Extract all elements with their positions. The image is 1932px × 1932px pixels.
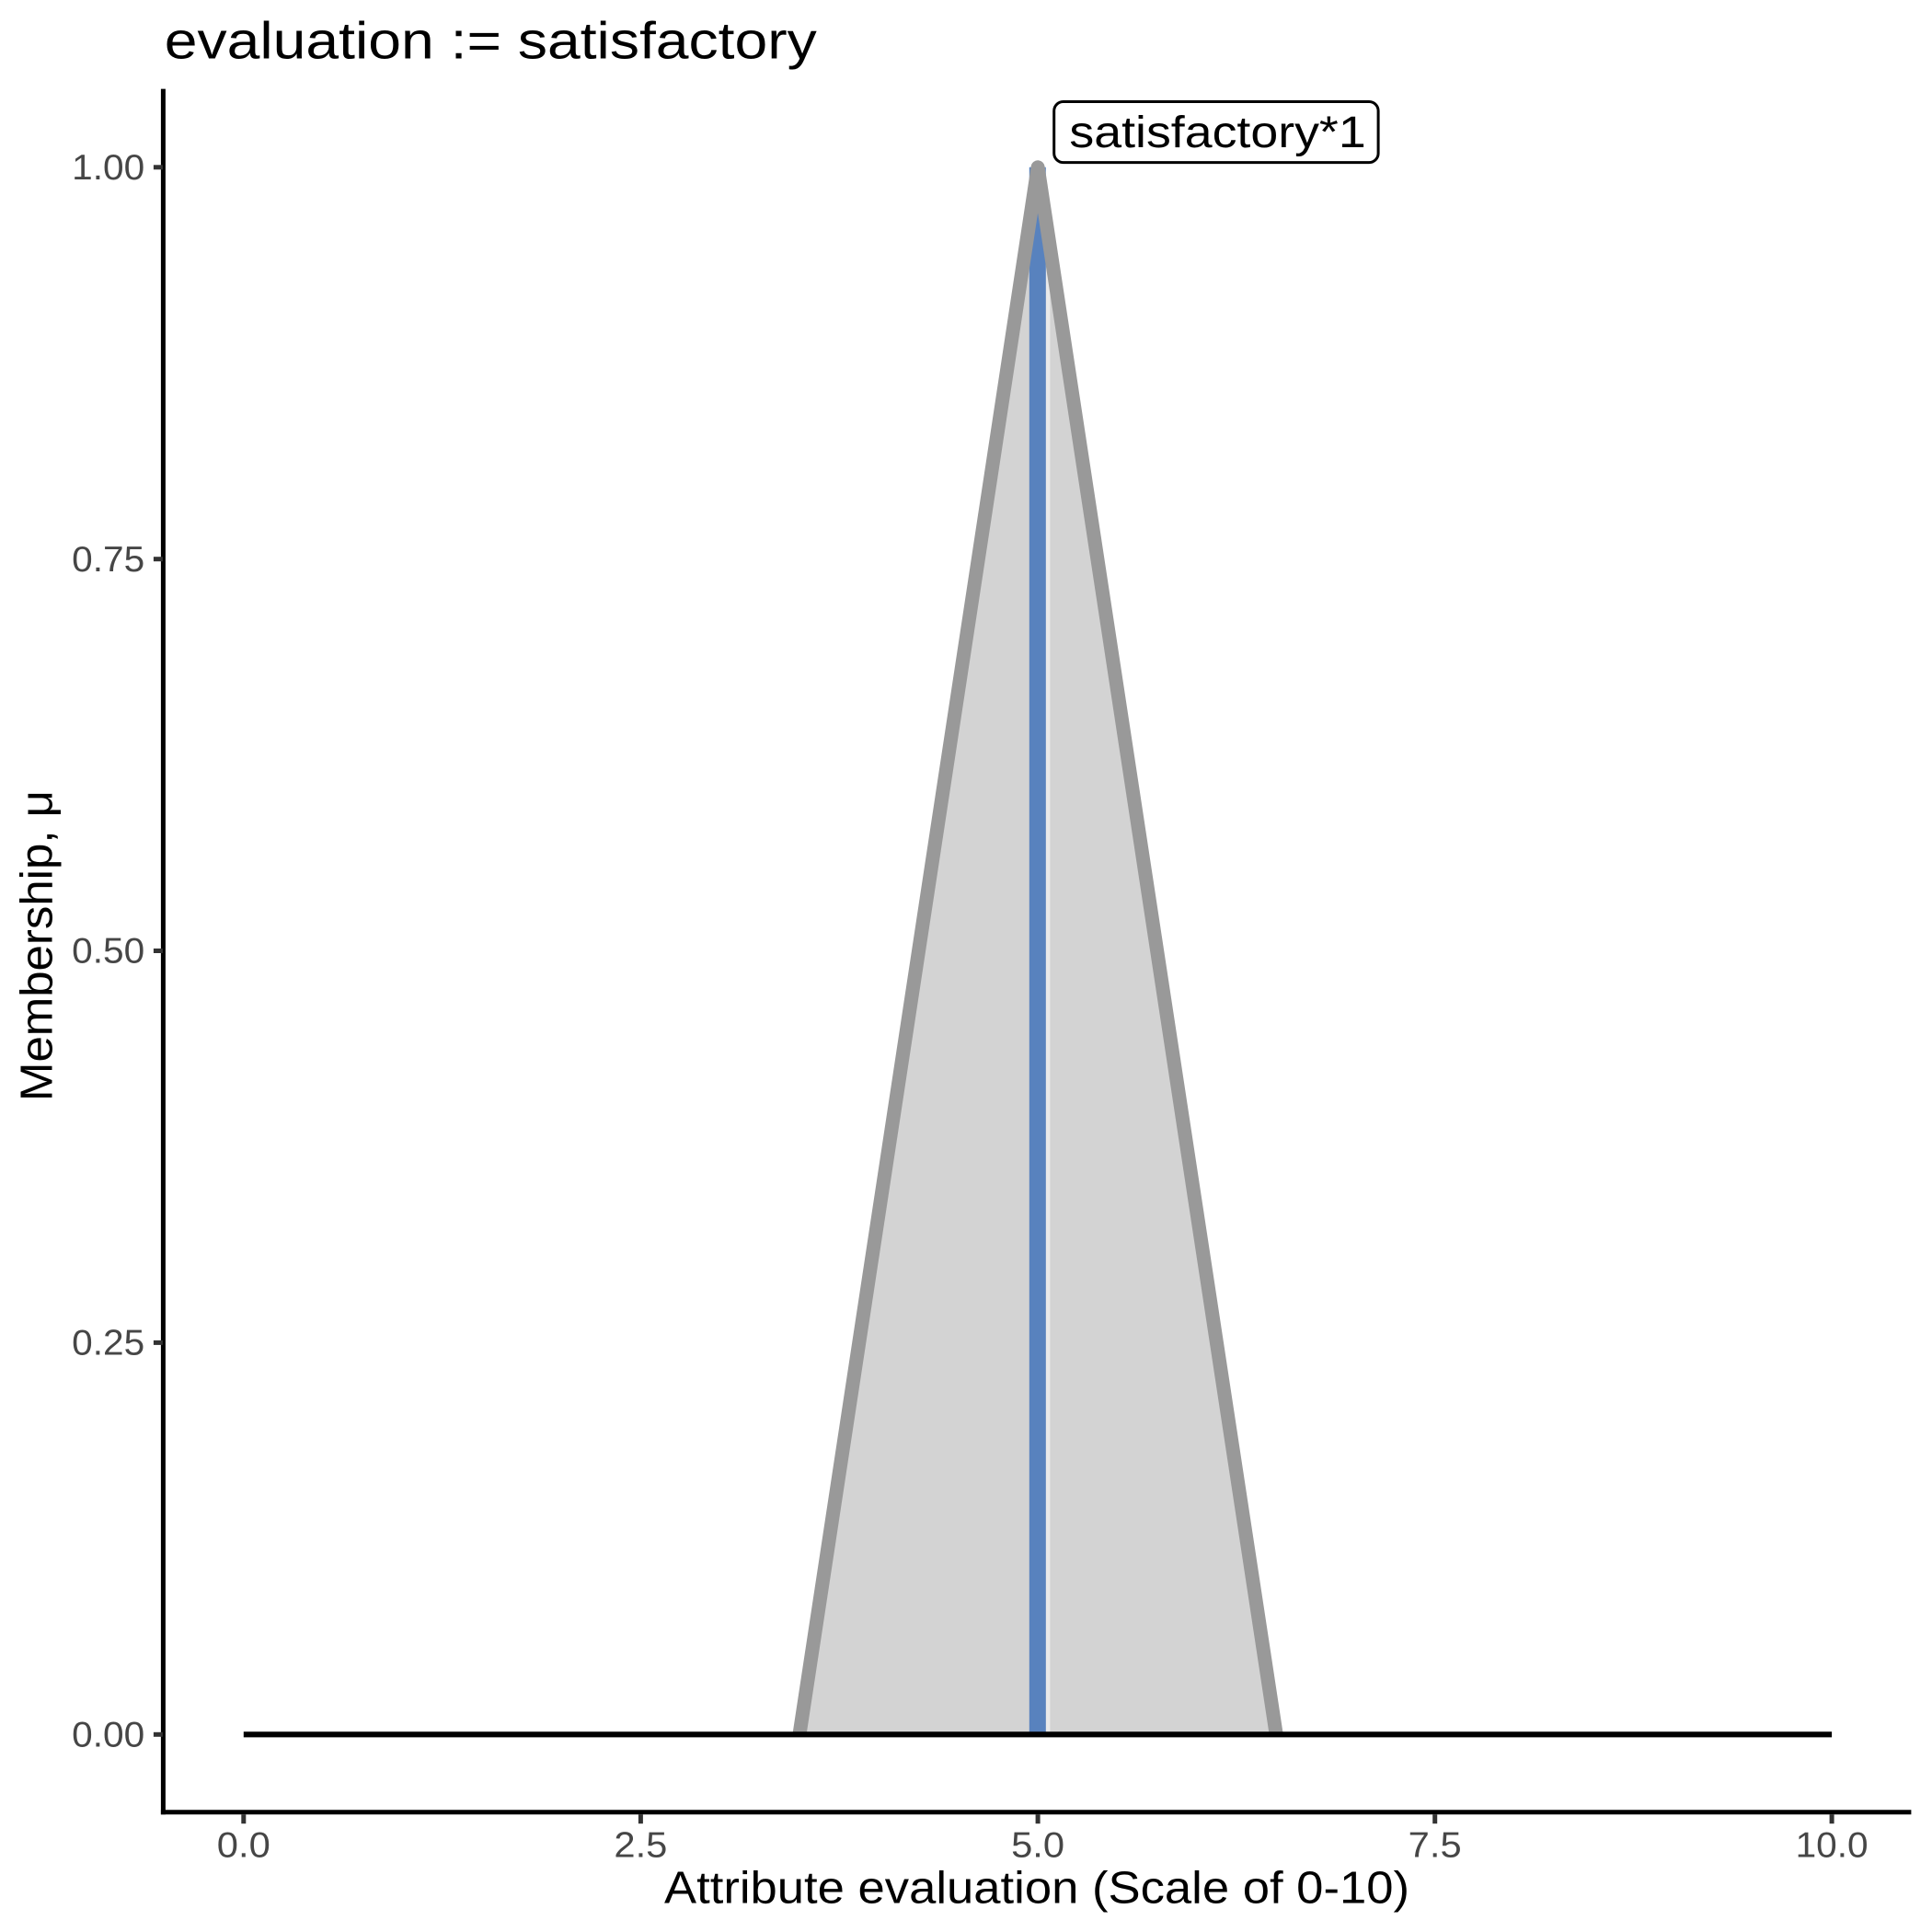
svg-text:satisfactory*1: satisfactory*1 [1069, 108, 1365, 157]
svg-text:5.0: 5.0 [1011, 1825, 1064, 1865]
svg-text:7.5: 7.5 [1409, 1825, 1462, 1865]
svg-text:0.0: 0.0 [217, 1825, 270, 1865]
svg-text:Attribute evaluation (Scale of: Attribute evaluation (Scale of 0-10) [664, 1864, 1409, 1914]
svg-text:0.25: 0.25 [72, 1324, 144, 1363]
svg-text:Membership, μ: Membership, μ [13, 790, 63, 1101]
svg-text:10.0: 10.0 [1796, 1825, 1869, 1865]
svg-text:0.75: 0.75 [72, 540, 144, 580]
svg-text:evaluation := satisfactory: evaluation := satisfactory [165, 12, 818, 71]
svg-text:0.00: 0.00 [72, 1716, 144, 1755]
svg-text:2.5: 2.5 [614, 1825, 667, 1865]
svg-text:1.00: 1.00 [72, 148, 144, 188]
svg-text:0.50: 0.50 [72, 932, 144, 972]
